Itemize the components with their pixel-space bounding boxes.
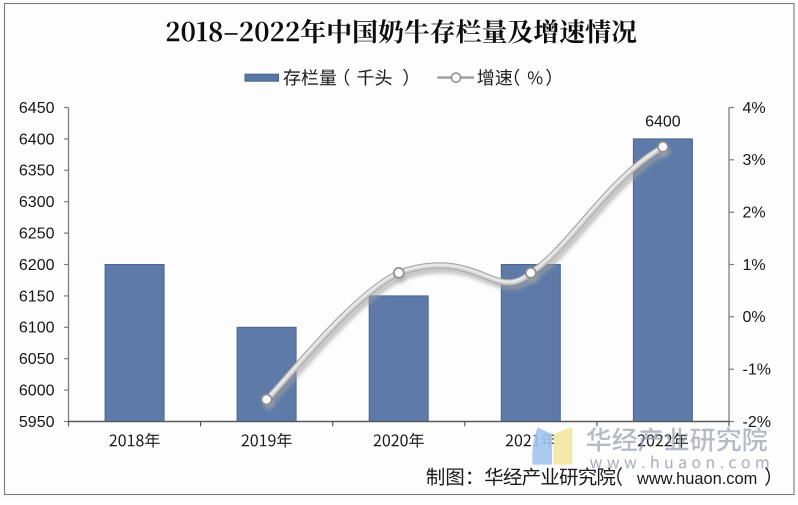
svg-text:5950: 5950 [19, 414, 55, 431]
svg-text:6400: 6400 [645, 114, 681, 131]
svg-text:-2%: -2% [743, 414, 771, 431]
svg-text:4%: 4% [743, 100, 766, 117]
svg-text:www.huaon.com: www.huaon.com [636, 470, 757, 488]
svg-text:6350: 6350 [19, 163, 55, 180]
svg-text:6000: 6000 [19, 383, 55, 400]
svg-text:-1%: -1% [743, 362, 771, 379]
svg-text:6100: 6100 [19, 320, 55, 337]
svg-text:6400: 6400 [19, 131, 55, 148]
svg-text:6150: 6150 [19, 288, 55, 305]
svg-text:2%: 2% [743, 205, 766, 222]
svg-text:6450: 6450 [19, 100, 55, 117]
svg-text:3%: 3% [743, 152, 766, 169]
svg-text:6250: 6250 [19, 226, 55, 243]
svg-text:6200: 6200 [19, 257, 55, 274]
svg-text:6300: 6300 [19, 194, 55, 211]
svg-text:1%: 1% [743, 257, 766, 274]
svg-text:0%: 0% [743, 309, 766, 326]
svg-text:6050: 6050 [19, 351, 55, 368]
